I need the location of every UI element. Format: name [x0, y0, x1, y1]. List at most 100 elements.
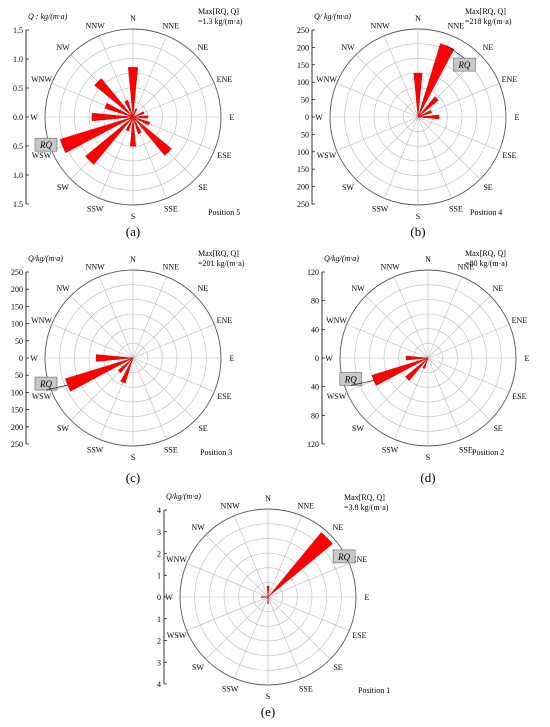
grid-spoke — [99, 276, 134, 359]
grid-spoke — [394, 276, 429, 359]
bar-S — [267, 596, 269, 604]
radial-tick-label: 200 — [11, 285, 23, 294]
direction-label: SSE — [164, 204, 178, 213]
direction-label: N — [425, 255, 431, 264]
direction-label: ESE — [352, 631, 366, 640]
grid-spoke — [132, 83, 215, 118]
radial-tick-label: 250 — [297, 26, 309, 35]
direction-label: E — [230, 113, 235, 122]
grid-spoke — [132, 54, 196, 118]
direction-label: WSW — [167, 631, 187, 640]
max-label-line-1: Max[RQ, Q] — [344, 493, 385, 502]
grid-spoke — [394, 357, 429, 440]
radial-tick-label: 120 — [307, 268, 319, 277]
direction-label: WNW — [326, 316, 347, 325]
direction-label: WSW — [317, 151, 337, 160]
direction-label: SSW — [87, 445, 104, 454]
wind-rose-panel-1: N NNE NE ENE E ESE SE SSE S SSW SW WSW W WNW NW NNW 0.0 0… — [13, 7, 243, 239]
bar-SW — [85, 116, 134, 165]
direction-label: SSE — [299, 684, 313, 693]
position-label: Position 4 — [470, 208, 502, 217]
direction-label: NW — [56, 284, 70, 293]
radial-tick-label: 2 — [157, 550, 161, 559]
grid-spoke — [132, 35, 167, 118]
grid-spoke — [346, 324, 429, 359]
direction-label: NNW — [221, 502, 241, 511]
wind-rose-panel-4: N NNE NE ENE E ESE SE SSE S SSW SW WSW W WNW NW NNW 0 40 4… — [307, 249, 530, 485]
axis-label: Q/ kg/(m·a) — [314, 12, 351, 21]
max-label-line-2: =80 kg/(m·a) — [465, 259, 508, 268]
bar-NNE — [132, 108, 138, 118]
direction-label: W — [325, 354, 333, 363]
direction-label: SSW — [222, 684, 239, 693]
direction-label: ENE — [217, 75, 233, 84]
radial-tick-label: 2 — [157, 637, 161, 646]
axis-label: Q/kg/(m·a) — [28, 254, 63, 263]
max-label-line-2: =201 kg/(m·a) — [198, 259, 245, 268]
direction-label: SSW — [87, 204, 104, 213]
bar-WSW — [371, 357, 429, 386]
direction-label: ESE — [502, 151, 516, 160]
direction-label: NE — [483, 43, 494, 52]
radial-tick-label: 150 — [297, 165, 309, 174]
panel-label: (e) — [261, 704, 275, 719]
direction-label: E — [230, 354, 235, 363]
grid-spoke — [267, 596, 302, 679]
radial-tick-label: 200 — [11, 423, 23, 432]
grid-spoke — [267, 596, 331, 660]
wind-rose-panel-2: N NNE NE ENE E ESE SE SSE S SSW SW WSW W WNW NW NNW 0 50 5… — [297, 7, 520, 239]
direction-label: SSW — [372, 204, 389, 213]
grid-spoke — [205, 596, 269, 660]
direction-label: S — [266, 692, 270, 701]
direction-label: S — [416, 212, 420, 221]
rq-leader-line — [45, 384, 68, 391]
radial-tick-label: 1 — [157, 571, 161, 580]
axis-label: Q : kg/(m·a) — [28, 12, 68, 21]
max-label-line-1: Max[RQ, Q] — [198, 7, 239, 16]
bar-SSW — [120, 357, 134, 384]
panel-label: (b) — [410, 224, 425, 239]
direction-label: W — [30, 113, 38, 122]
radial-tick-label: 3 — [157, 528, 161, 537]
direction-label: SSE — [164, 445, 178, 454]
direction-label: E — [365, 593, 370, 602]
direction-label: NW — [191, 523, 205, 532]
direction-label: SW — [352, 424, 364, 433]
wind-rose-panel-3: N NNE NE ENE E ESE SE SSE S SSW SW WSW W WNW NW NNW 0 50 5… — [11, 249, 245, 485]
max-label-line-1: Max[RQ, Q] — [465, 249, 506, 258]
rq-tag-label: RQ — [344, 374, 357, 384]
grid-spoke — [132, 357, 215, 392]
bar-N — [127, 66, 139, 118]
panel-label: (a) — [126, 224, 140, 239]
direction-label: WNW — [31, 316, 52, 325]
direction-label: SE — [198, 183, 207, 192]
direction-label: WNW — [31, 75, 52, 84]
direction-label: WSW — [327, 392, 347, 401]
direction-label: ENE — [217, 316, 233, 325]
direction-label: SW — [57, 424, 69, 433]
rq-tag-label: RQ — [337, 552, 350, 562]
grid-spoke — [384, 116, 419, 199]
rq-tag-label: RQ — [39, 140, 52, 150]
grid-spoke — [51, 324, 134, 359]
radial-tick-label: 0 — [305, 113, 309, 122]
rq-leader-line — [350, 380, 374, 386]
grid-spoke — [336, 83, 419, 118]
grid-spoke — [384, 35, 419, 118]
radial-tick-label: 0 — [157, 593, 161, 602]
radial-tick-label: 0.5 — [13, 142, 23, 151]
bar-SSW — [422, 357, 429, 369]
grid-spoke — [355, 116, 419, 180]
radial-tick-label: 250 — [11, 268, 23, 277]
radial-tick-label: 0 — [19, 354, 23, 363]
radial-tick-label: 4 — [157, 680, 161, 689]
radial-tick-label: 50 — [301, 96, 309, 105]
panel-label: (c) — [126, 470, 140, 485]
radial-tick-label: 100 — [11, 320, 23, 329]
radial-tick-label: 150 — [11, 406, 23, 415]
direction-label: NE — [198, 284, 209, 293]
max-label-line-2: =1.3 kg/(m·a) — [198, 17, 243, 26]
direction-label: NNE — [298, 502, 315, 511]
radial-tick-label: 250 — [297, 200, 309, 209]
grid-spoke — [427, 357, 510, 392]
